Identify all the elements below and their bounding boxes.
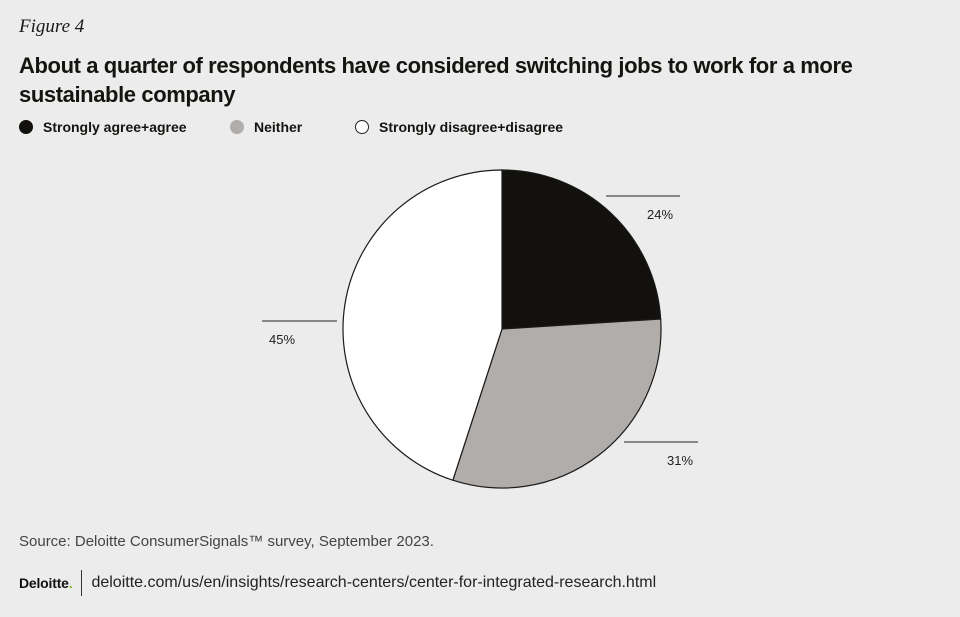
chart-title: About a quarter of respondents have cons… xyxy=(19,53,853,107)
legend-item-neither: Neither xyxy=(230,119,355,135)
pie-slice-disagree xyxy=(342,169,503,481)
footer: Deloitte. deloitte.com/us/en/insights/re… xyxy=(19,570,656,596)
legend-label-agree: Strongly agree+agree xyxy=(43,119,187,135)
legend-swatch-disagree xyxy=(355,120,369,134)
data-label-agree: 24% xyxy=(647,207,673,222)
legend-swatch-agree xyxy=(19,120,33,134)
pie-slice-agree xyxy=(501,169,662,330)
data-label-disagree: 45% xyxy=(269,332,295,347)
legend-label-neither: Neither xyxy=(254,119,303,135)
legend-item-disagree: Strongly disagree+disagree xyxy=(355,119,563,135)
figure-label: Figure 4 xyxy=(19,16,85,37)
chart-legend: Strongly agree+agree Neither Strongly di… xyxy=(19,117,563,137)
legend-item-agree: Strongly agree+agree xyxy=(19,119,230,135)
pie-chart: 24% 31% 45% xyxy=(262,169,698,489)
footer-url: deloitte.com/us/en/insights/research-cen… xyxy=(91,574,657,591)
pie-slice-neither xyxy=(452,318,662,489)
deloitte-logo: Deloitte. xyxy=(19,575,73,591)
footer-divider xyxy=(81,570,83,596)
source-note: Source: Deloitte ConsumerSignals™ survey… xyxy=(19,533,434,550)
legend-label-disagree: Strongly disagree+disagree xyxy=(379,119,564,135)
legend-swatch-neither xyxy=(230,120,244,134)
data-label-neither: 31% xyxy=(667,453,693,468)
